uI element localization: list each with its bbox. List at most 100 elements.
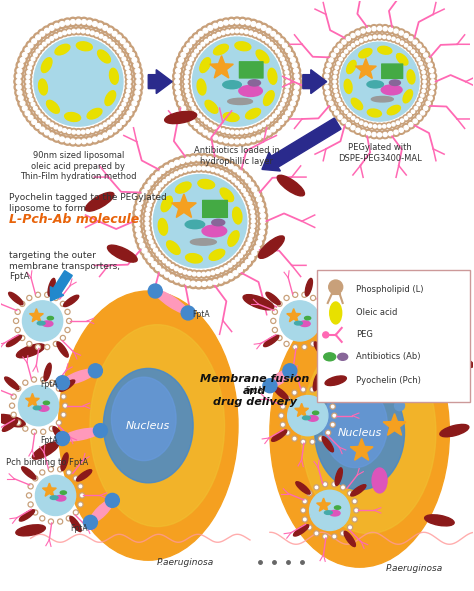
- Circle shape: [79, 485, 82, 488]
- Circle shape: [320, 391, 322, 394]
- Circle shape: [221, 18, 231, 27]
- Circle shape: [337, 56, 344, 63]
- Circle shape: [258, 222, 268, 232]
- Circle shape: [286, 50, 295, 60]
- Circle shape: [81, 494, 83, 496]
- Circle shape: [256, 135, 261, 140]
- Circle shape: [58, 387, 60, 390]
- Circle shape: [25, 87, 32, 95]
- Circle shape: [399, 128, 403, 132]
- Circle shape: [252, 187, 257, 192]
- Circle shape: [291, 101, 295, 106]
- Circle shape: [268, 125, 278, 134]
- Circle shape: [136, 227, 140, 232]
- Circle shape: [339, 102, 342, 106]
- Circle shape: [112, 112, 119, 119]
- Circle shape: [283, 364, 297, 378]
- Circle shape: [302, 345, 307, 349]
- Ellipse shape: [202, 225, 227, 237]
- Circle shape: [421, 79, 428, 85]
- Circle shape: [34, 37, 123, 126]
- Ellipse shape: [111, 377, 176, 460]
- Circle shape: [184, 113, 194, 122]
- Circle shape: [15, 88, 24, 98]
- Circle shape: [363, 35, 369, 42]
- Circle shape: [186, 60, 193, 67]
- Circle shape: [200, 270, 208, 278]
- Circle shape: [186, 165, 193, 173]
- Circle shape: [235, 168, 245, 177]
- Circle shape: [293, 345, 298, 349]
- Circle shape: [340, 117, 348, 125]
- Circle shape: [127, 85, 131, 88]
- Circle shape: [177, 168, 184, 176]
- Ellipse shape: [5, 377, 19, 389]
- Circle shape: [258, 235, 263, 240]
- Circle shape: [128, 50, 137, 60]
- Circle shape: [333, 85, 337, 88]
- Circle shape: [36, 124, 40, 128]
- Circle shape: [163, 259, 166, 263]
- Circle shape: [193, 109, 200, 116]
- Circle shape: [354, 500, 356, 502]
- Circle shape: [415, 56, 422, 63]
- Circle shape: [294, 74, 299, 79]
- Circle shape: [11, 394, 16, 399]
- Circle shape: [249, 255, 254, 260]
- Circle shape: [419, 61, 422, 65]
- Circle shape: [36, 49, 40, 53]
- Circle shape: [310, 387, 315, 392]
- Circle shape: [372, 27, 376, 31]
- Circle shape: [280, 422, 285, 427]
- Circle shape: [108, 28, 112, 33]
- Circle shape: [332, 74, 338, 80]
- Circle shape: [337, 321, 352, 335]
- Circle shape: [422, 89, 425, 93]
- Circle shape: [273, 46, 276, 49]
- Circle shape: [183, 69, 191, 76]
- Circle shape: [176, 69, 181, 73]
- Circle shape: [36, 35, 40, 40]
- Circle shape: [417, 115, 421, 119]
- Circle shape: [246, 259, 250, 265]
- Circle shape: [185, 85, 188, 88]
- Ellipse shape: [42, 321, 53, 326]
- Circle shape: [118, 118, 128, 126]
- Ellipse shape: [272, 430, 287, 441]
- Circle shape: [292, 436, 297, 441]
- Circle shape: [187, 43, 191, 48]
- Circle shape: [162, 270, 172, 280]
- Circle shape: [283, 46, 292, 55]
- Circle shape: [27, 296, 32, 300]
- Circle shape: [292, 96, 297, 100]
- Circle shape: [61, 126, 68, 134]
- Circle shape: [244, 192, 248, 196]
- Circle shape: [252, 190, 262, 199]
- Ellipse shape: [407, 70, 415, 84]
- Circle shape: [232, 137, 242, 146]
- Circle shape: [67, 471, 70, 474]
- Circle shape: [181, 268, 189, 276]
- Polygon shape: [295, 404, 309, 417]
- Circle shape: [34, 477, 36, 480]
- FancyArrow shape: [303, 70, 327, 93]
- Circle shape: [181, 167, 189, 174]
- Circle shape: [272, 320, 274, 322]
- Circle shape: [281, 57, 284, 61]
- Circle shape: [32, 51, 39, 59]
- Circle shape: [256, 24, 261, 28]
- Ellipse shape: [425, 515, 454, 526]
- Circle shape: [109, 40, 116, 48]
- Circle shape: [201, 117, 205, 121]
- Circle shape: [373, 35, 376, 38]
- Circle shape: [41, 377, 46, 382]
- Circle shape: [376, 33, 383, 40]
- Circle shape: [332, 69, 339, 76]
- Circle shape: [258, 125, 262, 129]
- Circle shape: [249, 217, 257, 225]
- Circle shape: [134, 230, 144, 240]
- Circle shape: [29, 118, 39, 126]
- Circle shape: [258, 211, 268, 220]
- Circle shape: [404, 116, 408, 119]
- Circle shape: [68, 320, 70, 322]
